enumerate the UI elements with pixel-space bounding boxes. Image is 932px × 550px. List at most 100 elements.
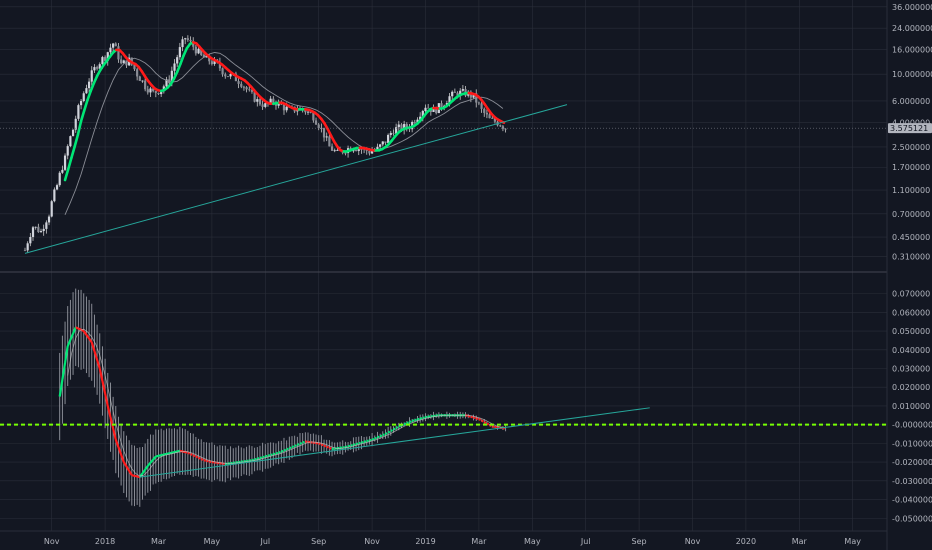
trend-signal-segment	[182, 47, 189, 57]
candle-body	[237, 81, 240, 84]
candle-body	[432, 107, 435, 113]
candle-body	[136, 69, 139, 77]
candle-body	[234, 73, 238, 82]
time-tick-label: Sep	[311, 537, 326, 546]
oscillator-signal-segment	[198, 456, 202, 460]
oscillator-signal-segment	[98, 368, 104, 382]
oscillator-tick-label: -0.030000	[892, 477, 932, 486]
oscillator-signal-segment	[275, 451, 279, 455]
oscillator-signal-segment	[398, 424, 402, 428]
oscillator-signal-segment	[366, 439, 370, 443]
oscillator-signal-segment	[318, 442, 322, 446]
candle-body	[29, 236, 32, 244]
trend-signal-segment	[82, 98, 89, 112]
candle-body	[395, 127, 398, 134]
oscillator-signal-segment	[66, 339, 72, 347]
oscillator-signal-segment	[291, 444, 296, 449]
oscillator-signal-segment	[117, 446, 123, 455]
candle-body	[106, 52, 109, 61]
grid-lines	[0, 0, 887, 531]
candle-body	[368, 150, 371, 154]
oscillator-signal-segment	[486, 422, 491, 426]
trend-signal-segment	[89, 81, 96, 93]
time-tick-label: May	[524, 537, 541, 546]
trend-signal-segment	[79, 109, 86, 123]
oscillator-signal-segment	[131, 474, 135, 477]
candle-body	[483, 108, 486, 113]
oscillator-signal-segment	[122, 461, 128, 468]
oscillator-signal-segment	[138, 472, 144, 478]
candle-body	[488, 114, 491, 119]
candle-body	[176, 57, 179, 64]
oscillator-trendline	[139, 407, 650, 478]
oscillator-axis[interactable]: 0.070000 0.060000 0.050000 0.040000 0.030000…	[892, 290, 932, 524]
oscillator-signal-segment	[187, 451, 192, 455]
oscillator-signal-segment	[63, 345, 69, 364]
candle-body	[101, 57, 104, 65]
candle-body	[304, 110, 307, 113]
candle-body	[157, 92, 160, 95]
candle-body	[312, 112, 315, 121]
oscillator-tick-label: -0.050000	[892, 514, 932, 523]
candle-body	[224, 74, 227, 77]
candle-body	[354, 150, 358, 152]
time-tick-label: Mar	[792, 537, 808, 546]
oscillator-signal-segment	[361, 440, 365, 444]
oscillator-signal-segment	[473, 416, 477, 420]
candle-body	[26, 243, 29, 251]
oscillator-signal-segment	[371, 437, 376, 441]
last-price-marker: 3.575121	[0, 123, 932, 134]
price-tick-label: 1.100000	[892, 186, 930, 195]
candle-body	[392, 132, 395, 134]
oscillator-signal-segment	[254, 457, 258, 461]
candle-body	[69, 136, 72, 147]
oscillator-signal-segment	[114, 439, 120, 448]
oscillator-tick-label: -0.000000	[892, 421, 932, 430]
candle-body	[31, 227, 35, 237]
time-tick-label: 2018	[95, 537, 115, 546]
price-axis[interactable]: 0.310000 0.450000 0.700000 1.100000 1.700000…	[892, 3, 932, 262]
oscillator-signal-segment	[345, 445, 349, 449]
candle-body	[459, 90, 462, 97]
candle-body	[371, 150, 374, 154]
candle-body	[53, 189, 56, 202]
oscillator-signal-segment	[403, 422, 408, 426]
candle-body	[309, 111, 312, 113]
candle-body	[387, 134, 390, 143]
oscillator-signal-segment	[152, 455, 157, 461]
time-tick-label: Nov	[685, 537, 701, 546]
candle-body	[477, 102, 480, 104]
candle-body	[202, 54, 205, 58]
candle-body	[403, 124, 406, 131]
candle-body	[95, 67, 99, 69]
candle-body	[453, 91, 456, 93]
oscillator-signal-segment	[419, 416, 424, 420]
oscillator-tick-label: 0.030000	[892, 364, 930, 373]
candle-body	[50, 201, 53, 217]
oscillator-signal-segment	[256, 456, 261, 460]
candle-body	[146, 89, 149, 93]
candle-body	[58, 172, 61, 186]
candle-body	[85, 88, 88, 94]
candle-body	[376, 146, 379, 150]
time-tick-label: Mar	[471, 537, 487, 546]
candle-body	[37, 226, 40, 233]
time-axis[interactable]: Nov 2018 Mar May Jul Sep Nov 2019 Mar May Jul Sep No…	[44, 537, 861, 546]
oscillator-signal-segment	[155, 454, 159, 458]
oscillator-signal-segment	[61, 362, 67, 380]
candle-body	[63, 155, 67, 170]
candle-body	[144, 80, 147, 90]
oscillator-signal-segment	[374, 436, 378, 440]
oscillator-signal-segment	[265, 454, 269, 458]
candle-body	[210, 61, 213, 65]
trend-signal-segment	[70, 145, 76, 160]
oscillator-signal-segment	[278, 450, 282, 454]
oscillator-signal-segment	[326, 445, 330, 449]
candle-body	[448, 96, 451, 104]
price-tick-label: 6.000000	[892, 97, 930, 106]
candle-body	[421, 110, 424, 117]
candle-body	[314, 120, 318, 125]
oscillator-signal-segment	[104, 393, 109, 407]
price-tick-label: 0.700000	[892, 210, 930, 219]
candle-body	[258, 99, 262, 105]
